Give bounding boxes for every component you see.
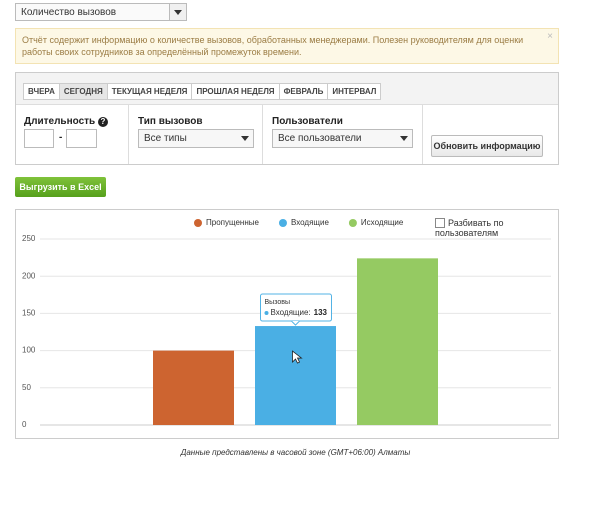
bar — [357, 258, 438, 425]
filter-panel: ВЧЕРА СЕГОДНЯ ТЕКУЩАЯ НЕДЕЛЯ ПРОШЛАЯ НЕДЕЛЯ… — [15, 72, 559, 165]
tooltip-title: Вызовы — [265, 299, 290, 306]
users-value: Все пользователи — [278, 133, 362, 144]
tab[interactable]: ФЕВРАЛЬ — [278, 83, 329, 100]
report-select-text: Количество вызовов — [21, 7, 117, 18]
duration-label: Длительность ? — [24, 116, 108, 127]
checkbox[interactable] — [435, 218, 445, 228]
help-icon[interactable]: ? — [98, 117, 108, 127]
divider — [422, 105, 423, 164]
y-tick-label: 200 — [22, 271, 36, 280]
tab[interactable]: ПРОШЛАЯ НЕДЕЛЯ — [191, 83, 280, 100]
tooltip-label: Входящие: — [271, 308, 311, 317]
y-tick-label: 100 — [22, 346, 36, 355]
bar — [153, 350, 234, 425]
export-button[interactable]: Выгрузить в Excel — [15, 177, 106, 197]
dropdown-arrow — [237, 130, 253, 147]
duration-label-text: Длительность — [24, 116, 96, 127]
tab[interactable]: ТЕКУЩАЯ НЕДЕЛЯ — [106, 83, 193, 100]
duration-from[interactable] — [24, 129, 54, 148]
cursor — [292, 350, 303, 364]
footnote: Данные представлены в часовой зоне (GMT+… — [180, 448, 411, 457]
legend-label: Входящие — [291, 218, 329, 227]
refresh-button[interactable]: Обновить информацию — [431, 135, 543, 157]
duration-to[interactable] — [66, 129, 97, 148]
users-select[interactable]: Все пользователи — [272, 129, 413, 148]
legend-swatch — [194, 219, 202, 227]
tab[interactable]: ВЧЕРА — [23, 83, 60, 100]
legend-label: Пропущенные — [206, 218, 260, 227]
call-type-select[interactable]: Все типы — [138, 129, 254, 148]
y-tick-label: 50 — [22, 383, 31, 392]
notice: Отчёт содержит информацию о количестве в… — [15, 28, 559, 64]
separator: - — [59, 132, 63, 143]
legend-label: Исходящие — [361, 218, 404, 227]
tabs: ВЧЕРА СЕГОДНЯ ТЕКУЩАЯ НЕДЕЛЯ ПРОШЛАЯ НЕДЕЛЯ… — [23, 81, 382, 100]
tooltip-dot — [264, 311, 269, 316]
users-label: Пользователи — [272, 116, 343, 127]
y-tick-label: 150 — [22, 309, 36, 318]
tab[interactable]: СЕГОДНЯ — [58, 83, 108, 100]
legend-swatch — [348, 219, 357, 227]
tab[interactable]: ИНТЕРВАЛ — [327, 83, 382, 100]
call-type-label: Тип вызовов — [138, 116, 203, 127]
notice-text: Отчёт содержит информацию о количестве в… — [22, 35, 524, 57]
report-select[interactable]: Количество вызовов — [15, 3, 187, 21]
chart: 0 50 100 150 200 250 Пропущенные Входящие Исходя… — [22, 218, 551, 429]
tooltip-value: 133 — [314, 308, 328, 317]
legend-swatch — [278, 219, 287, 227]
bar — [255, 326, 336, 425]
chart-box: 0 50 100 150 200 250 Пропущенные Входящие Исходя… — [15, 209, 559, 439]
split-label: Разбивать по пользователям — [435, 218, 504, 238]
dropdown-arrow — [396, 130, 412, 147]
call-type-value: Все типы — [144, 133, 187, 144]
y-tick-label: 0 — [22, 420, 27, 429]
tooltip: Вызовы Входящие: 133 — [260, 293, 332, 326]
dropdown-arrow — [169, 4, 186, 20]
divider — [128, 105, 129, 164]
close[interactable]: × — [547, 31, 553, 42]
tooltip-pointer — [291, 320, 300, 326]
split-option[interactable]: Разбивать по пользователям — [435, 218, 558, 238]
divider — [262, 105, 263, 164]
tab-bar: ВЧЕРА СЕГОДНЯ ТЕКУЩАЯ НЕДЕЛЯ ПРОШЛАЯ НЕДЕЛЯ… — [16, 73, 558, 105]
y-tick-label: 250 — [22, 234, 36, 243]
